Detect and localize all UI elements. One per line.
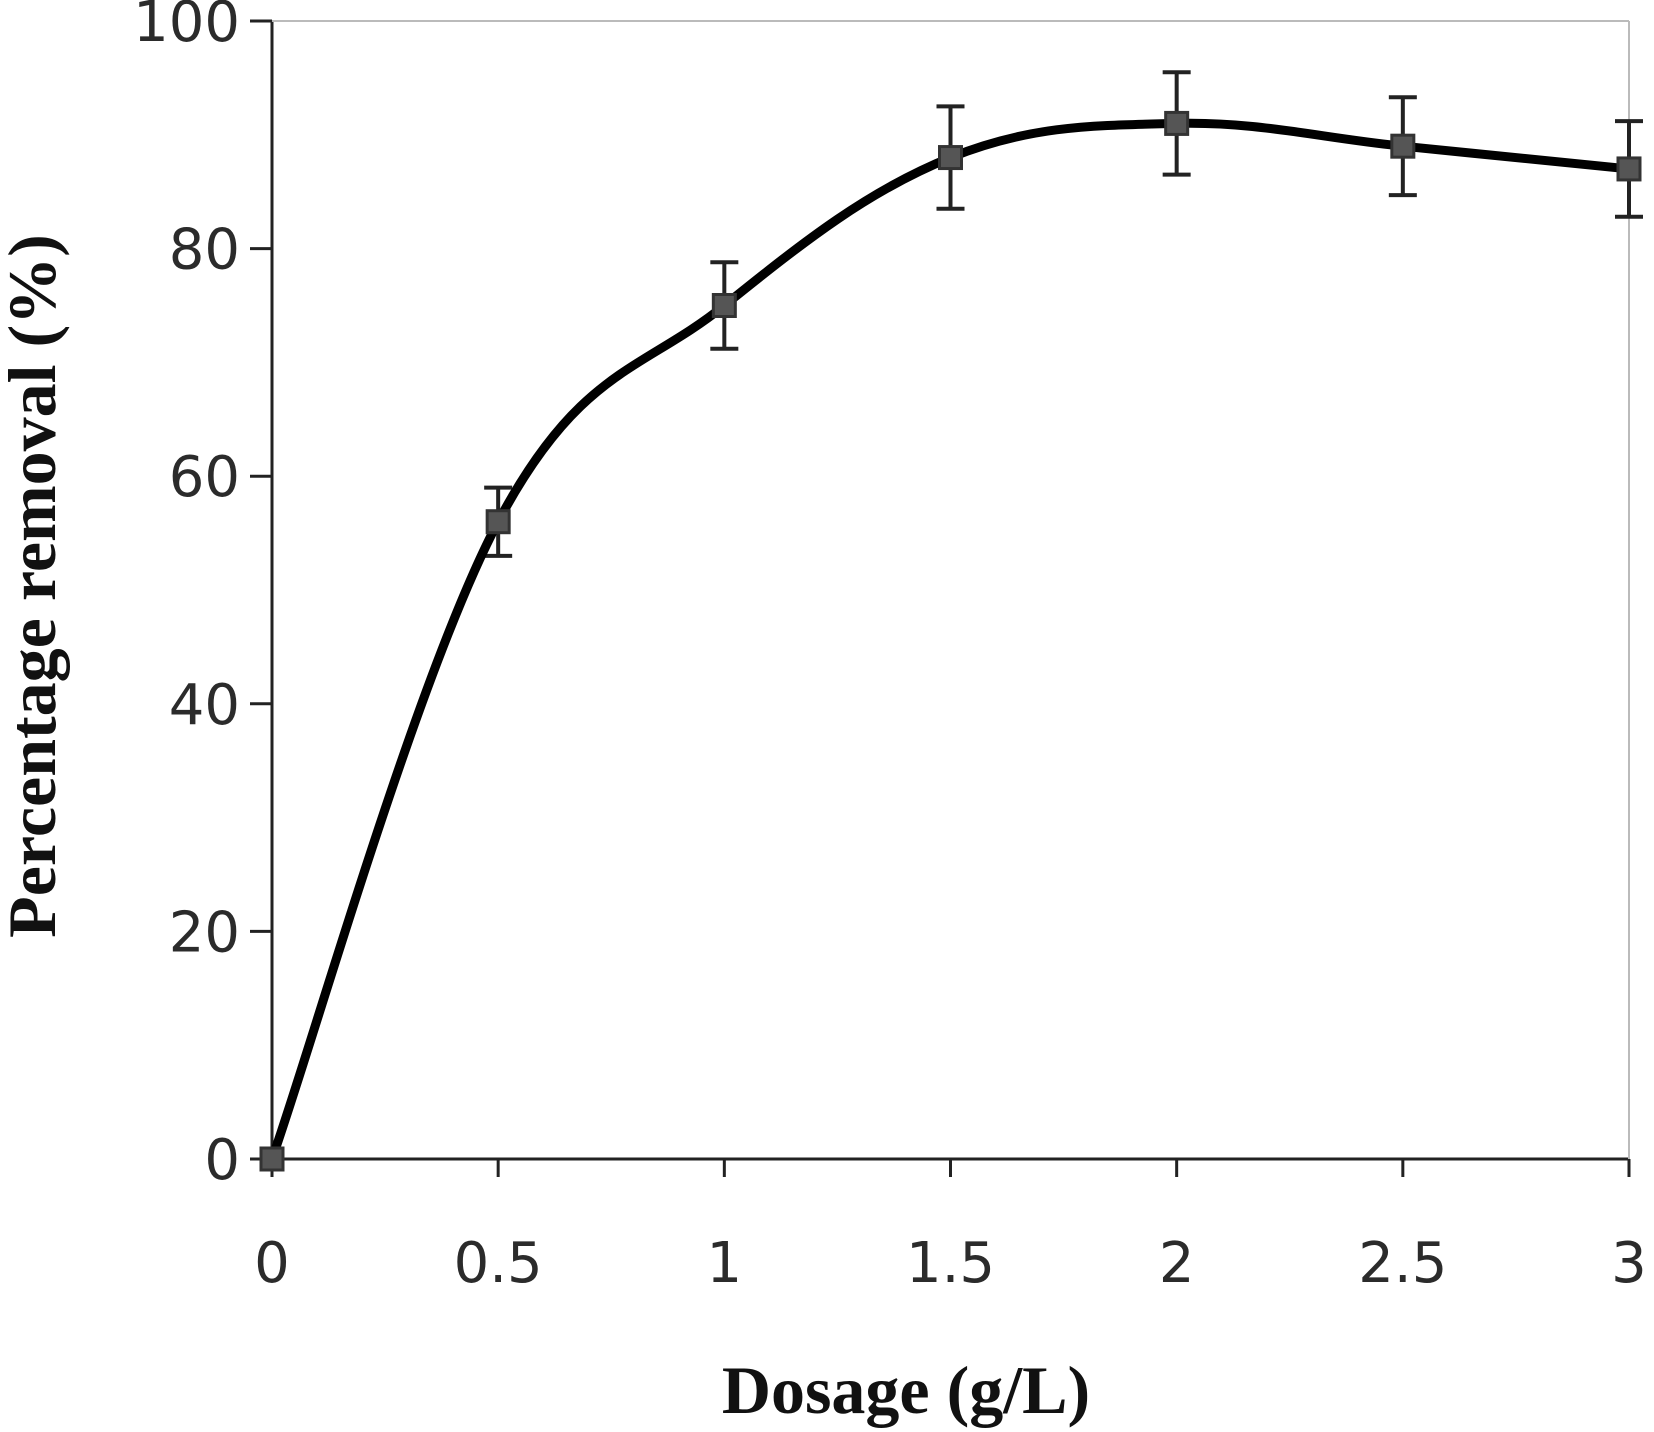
y-tick-label: 80 [169,218,240,283]
x-tick-label: 0 [254,1231,290,1296]
x-tick-label: 0.5 [454,1231,543,1296]
x-tick-label: 2 [1159,1231,1195,1296]
markers [259,110,1642,1172]
x-tick-label: 1 [707,1231,743,1296]
error-bars [484,70,1643,558]
y-tick-label: 40 [169,673,240,738]
y-tick-label: 60 [169,445,240,510]
x-tick-label: 3 [1611,1231,1647,1296]
y-tick-label: 100 [133,0,240,55]
x-tick-label: 2.5 [1358,1231,1447,1296]
data-point [1164,110,1190,136]
data-point [485,509,511,535]
series-line [267,118,1634,1164]
ticks: 0 0.5 1 1.5 2 2.5 3 0 20 40 60 80 100 [133,0,1647,1296]
data-point [259,1146,285,1172]
x-tick-label: 1.5 [906,1231,995,1296]
data-point [1390,133,1416,159]
data-point [1616,156,1642,182]
y-tick-label: 0 [204,1128,240,1193]
x-axis-title: Dosage (g/L) [722,1352,1090,1428]
y-axis-title: Percentage removal (%) [0,234,70,938]
data-point [711,293,737,318]
y-tick-label: 20 [169,900,240,965]
data-point [938,145,963,171]
